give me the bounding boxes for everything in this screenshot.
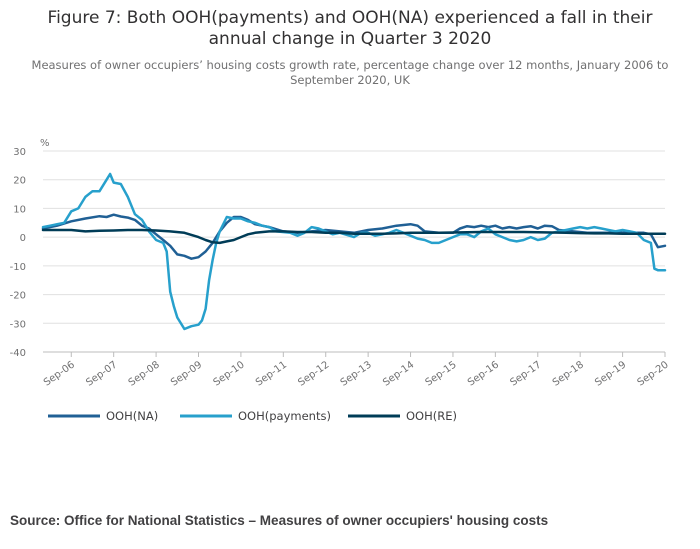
- chart-subtitle: Measures of owner occupiers’ housing cos…: [31, 58, 669, 87]
- y-tick-label: -20: [10, 291, 26, 302]
- legend-label: OOH(payments): [238, 409, 331, 423]
- x-tick-label: Sep-20: [636, 359, 671, 388]
- x-tick-label: Sep-16: [466, 359, 501, 388]
- y-tick-label: 20: [13, 176, 26, 187]
- series-line-ooh-re: [41, 228, 667, 245]
- x-axis: Sep-06 Sep-07 Sep-08 Sep-09 Sep-10 Sep-11 Sep-…: [42, 352, 671, 389]
- x-tick-label: Sep-09: [169, 359, 204, 388]
- y-axis-unit-label: %: [40, 138, 50, 149]
- y-axis: 30 20 10 0 -10 -20 -30 -40: [10, 147, 26, 359]
- x-tick-label: Sep-07: [84, 359, 119, 388]
- x-tick-label: Sep-15: [424, 359, 459, 388]
- source-note: Source: Office for National Statistics –…: [10, 513, 549, 528]
- x-tick-label: Sep-17: [508, 359, 543, 388]
- y-tick-label: 10: [13, 204, 26, 215]
- x-tick-label: Sep-08: [127, 359, 162, 388]
- legend-label: OOH(NA): [106, 409, 158, 423]
- legend: OOH(NA) OOH(payments) OOH(RE): [48, 409, 457, 423]
- x-tick-label: Sep-06: [42, 359, 77, 388]
- y-tick-label: -10: [10, 262, 26, 273]
- gridlines: [43, 150, 665, 353]
- x-tick-label: Sep-13: [339, 359, 374, 388]
- x-tick-label: Sep-14: [381, 359, 416, 388]
- chart-title: Figure 7: Both OOH(payments) and OOH(NA)…: [47, 8, 653, 49]
- legend-label: OOH(RE): [406, 409, 457, 423]
- y-tick-label: -40: [10, 348, 26, 359]
- x-tick-label: Sep-10: [211, 359, 246, 388]
- series-line-ooh-payments: [41, 172, 667, 331]
- y-tick-label: 30: [13, 147, 26, 158]
- x-tick-label: Sep-19: [593, 359, 628, 388]
- x-tick-label: Sep-12: [296, 359, 331, 388]
- x-tick-label: Sep-18: [551, 359, 586, 388]
- y-tick-label: -30: [10, 319, 26, 330]
- series-lines: [41, 172, 667, 331]
- y-tick-label: 0: [20, 233, 26, 244]
- x-tick-label: Sep-11: [254, 359, 289, 388]
